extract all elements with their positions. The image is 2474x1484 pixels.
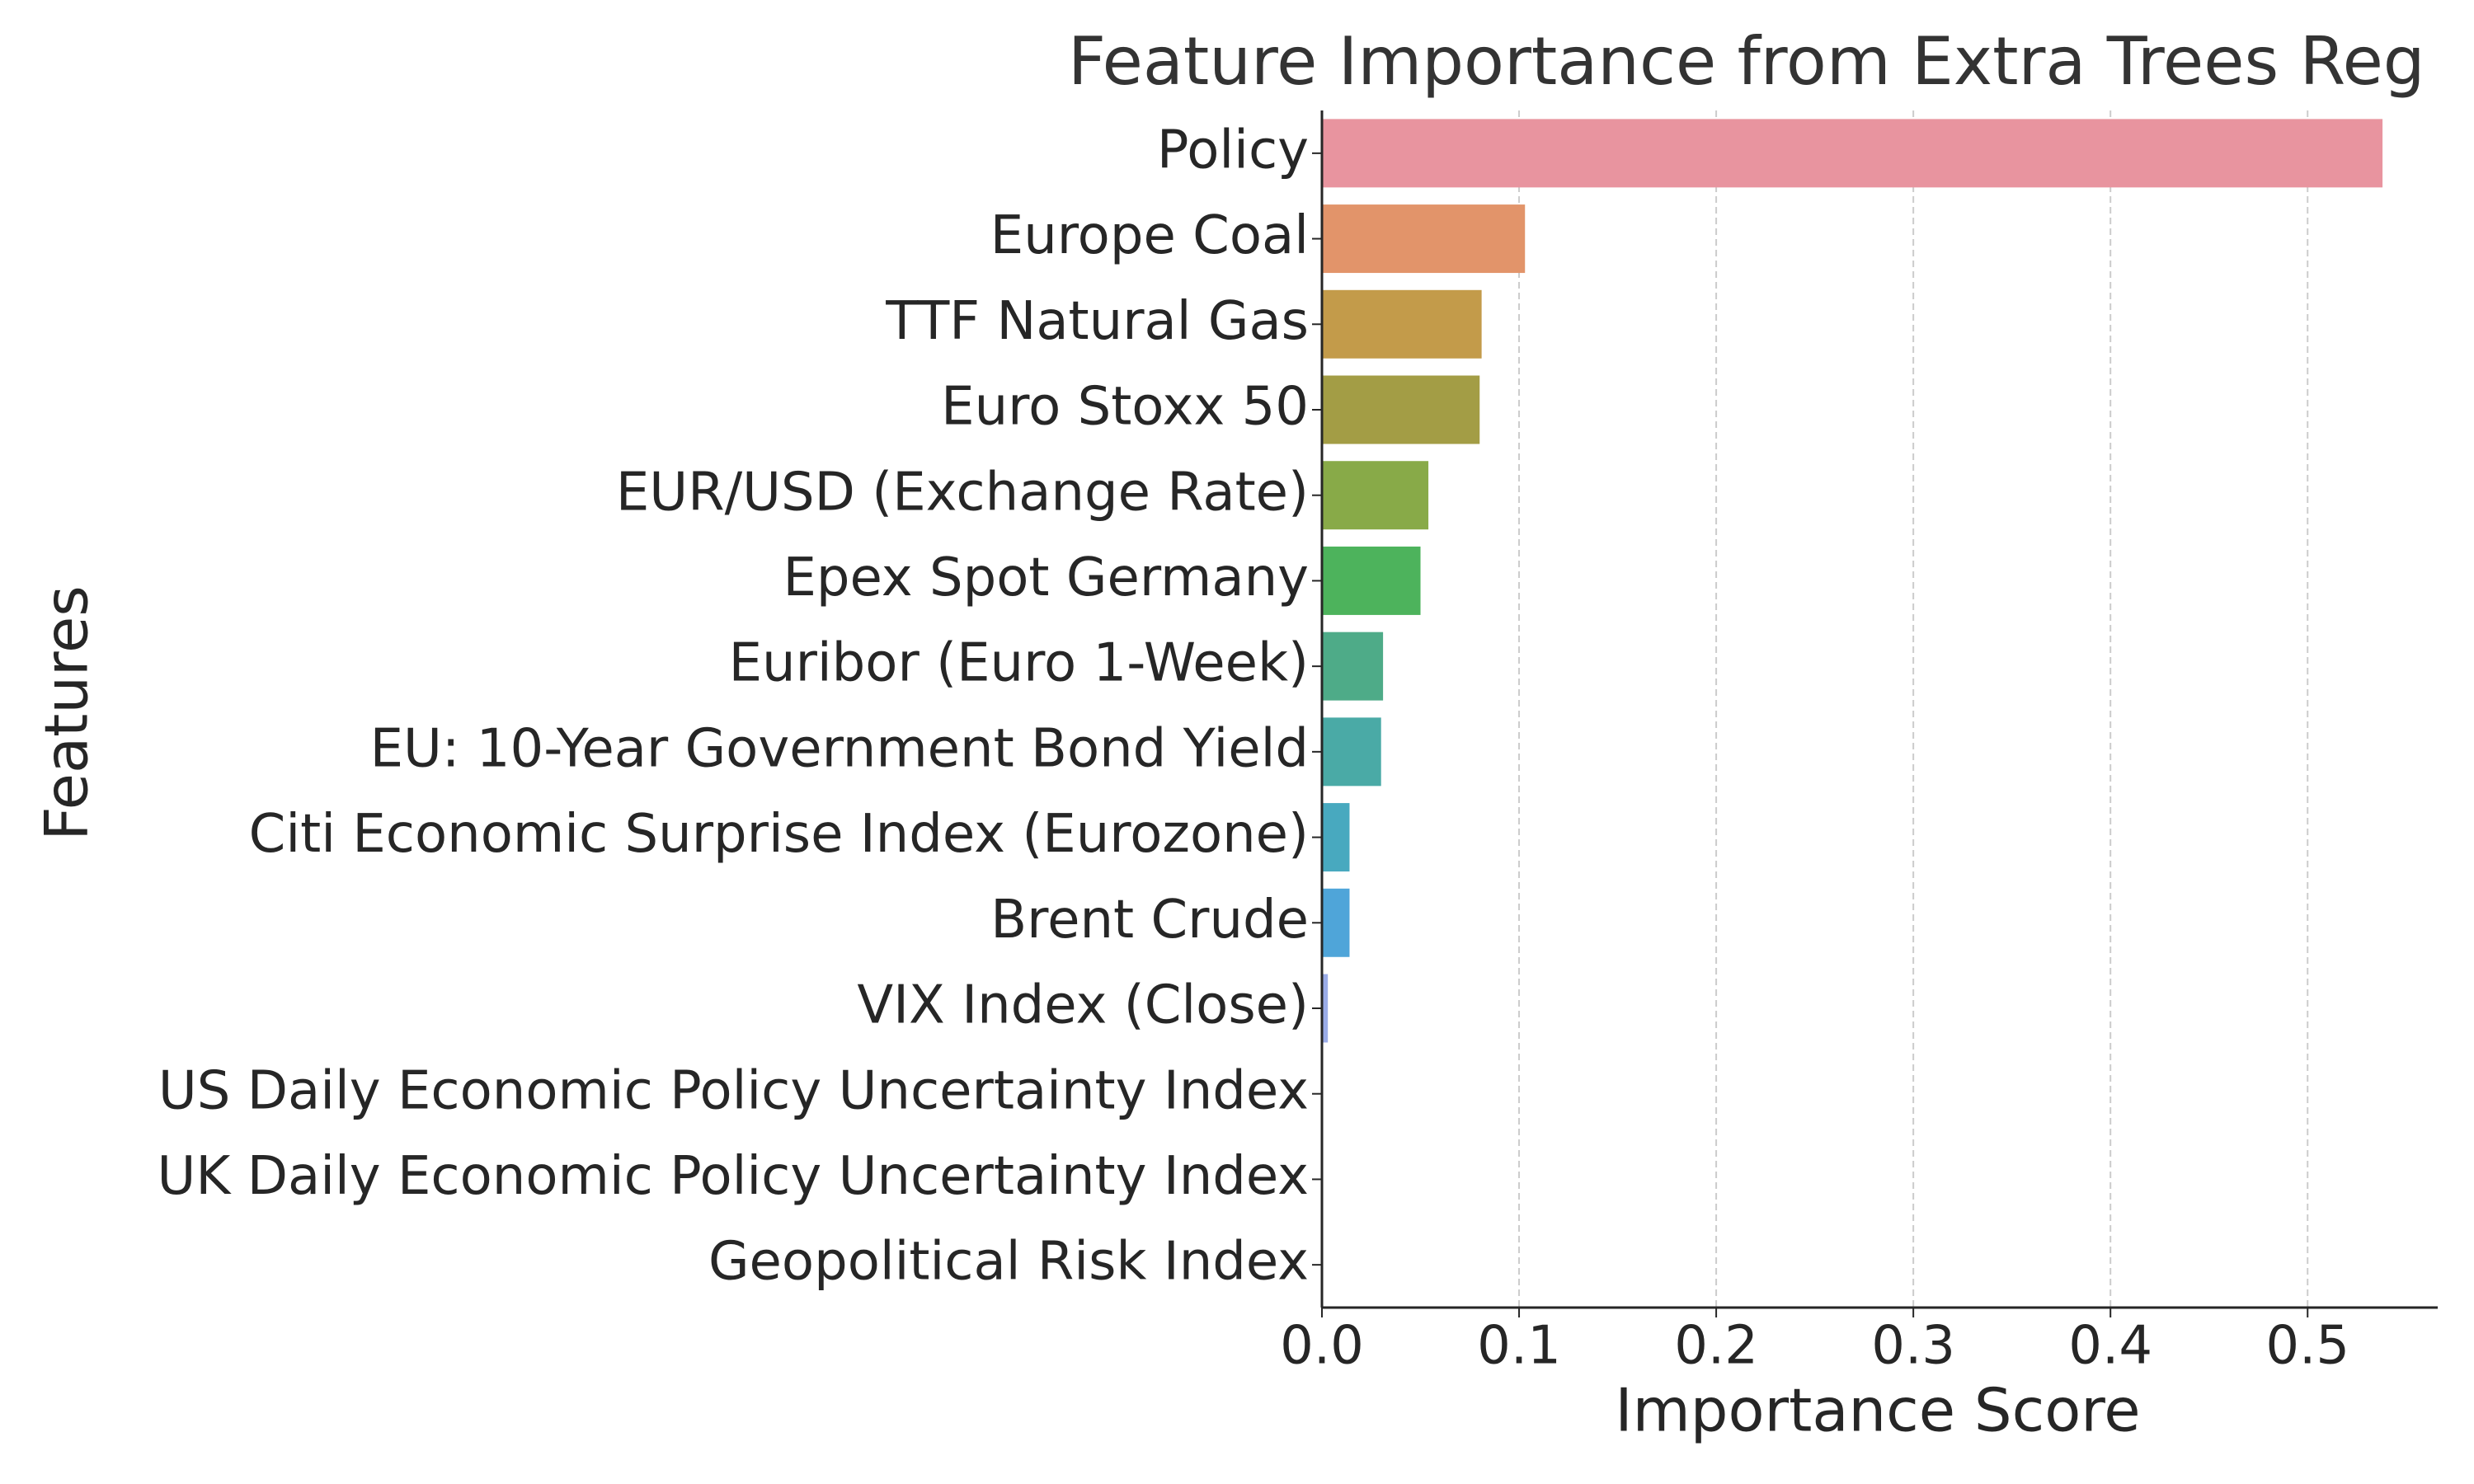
bar (1322, 375, 1480, 444)
x-tick-label: 0.4 (2068, 1316, 2152, 1377)
bar (1322, 461, 1429, 530)
bar (1322, 546, 1421, 615)
y-tick-label: EUR/USD (Exchange Rate) (616, 462, 1309, 523)
y-tick-label: Policy (1157, 120, 1309, 181)
y-tick-label: US Daily Economic Policy Uncertainty Ind… (158, 1060, 1309, 1121)
y-tick-label: Citi Economic Surprise Index (Eurozone) (249, 804, 1309, 865)
y-tick-label: EU: 10-Year Government Bond Yield (370, 718, 1309, 779)
y-tick-label: Euribor (Euro 1-Week) (729, 633, 1309, 694)
y-tick-label: Brent Crude (990, 890, 1309, 951)
x-tick-label: 0.3 (1871, 1316, 1955, 1377)
x-tick-label: 0.5 (2265, 1316, 2349, 1377)
bar (1322, 119, 2383, 188)
y-tick-label: Epex Spot Germany (783, 547, 1309, 608)
bar (1322, 803, 1350, 872)
chart-title: Feature Importance from Extra Trees Reg (1068, 23, 2425, 100)
x-axis-label: Importance Score (1615, 1376, 2140, 1445)
bar (1322, 632, 1384, 701)
bar (1322, 204, 1526, 274)
bar (1322, 289, 1482, 359)
x-tick-label: 0.1 (1477, 1316, 1561, 1377)
bar (1322, 717, 1381, 787)
y-tick-label: TTF Natural Gas (885, 291, 1309, 352)
x-tick-label: 0.0 (1280, 1316, 1364, 1377)
y-tick-label: VIX Index (Close) (857, 975, 1309, 1036)
y-tick-label: UK Daily Economic Policy Uncertainty Ind… (158, 1146, 1309, 1207)
y-tick-label: Euro Stoxx 50 (941, 377, 1309, 438)
bar (1322, 974, 1329, 1043)
y-tick-label: Geopolitical Risk Index (708, 1232, 1309, 1293)
y-axis-label: Features (32, 585, 101, 841)
bar (1322, 888, 1350, 957)
y-tick-label: Europe Coal (990, 205, 1309, 266)
x-tick-label: 0.2 (1674, 1316, 1758, 1377)
